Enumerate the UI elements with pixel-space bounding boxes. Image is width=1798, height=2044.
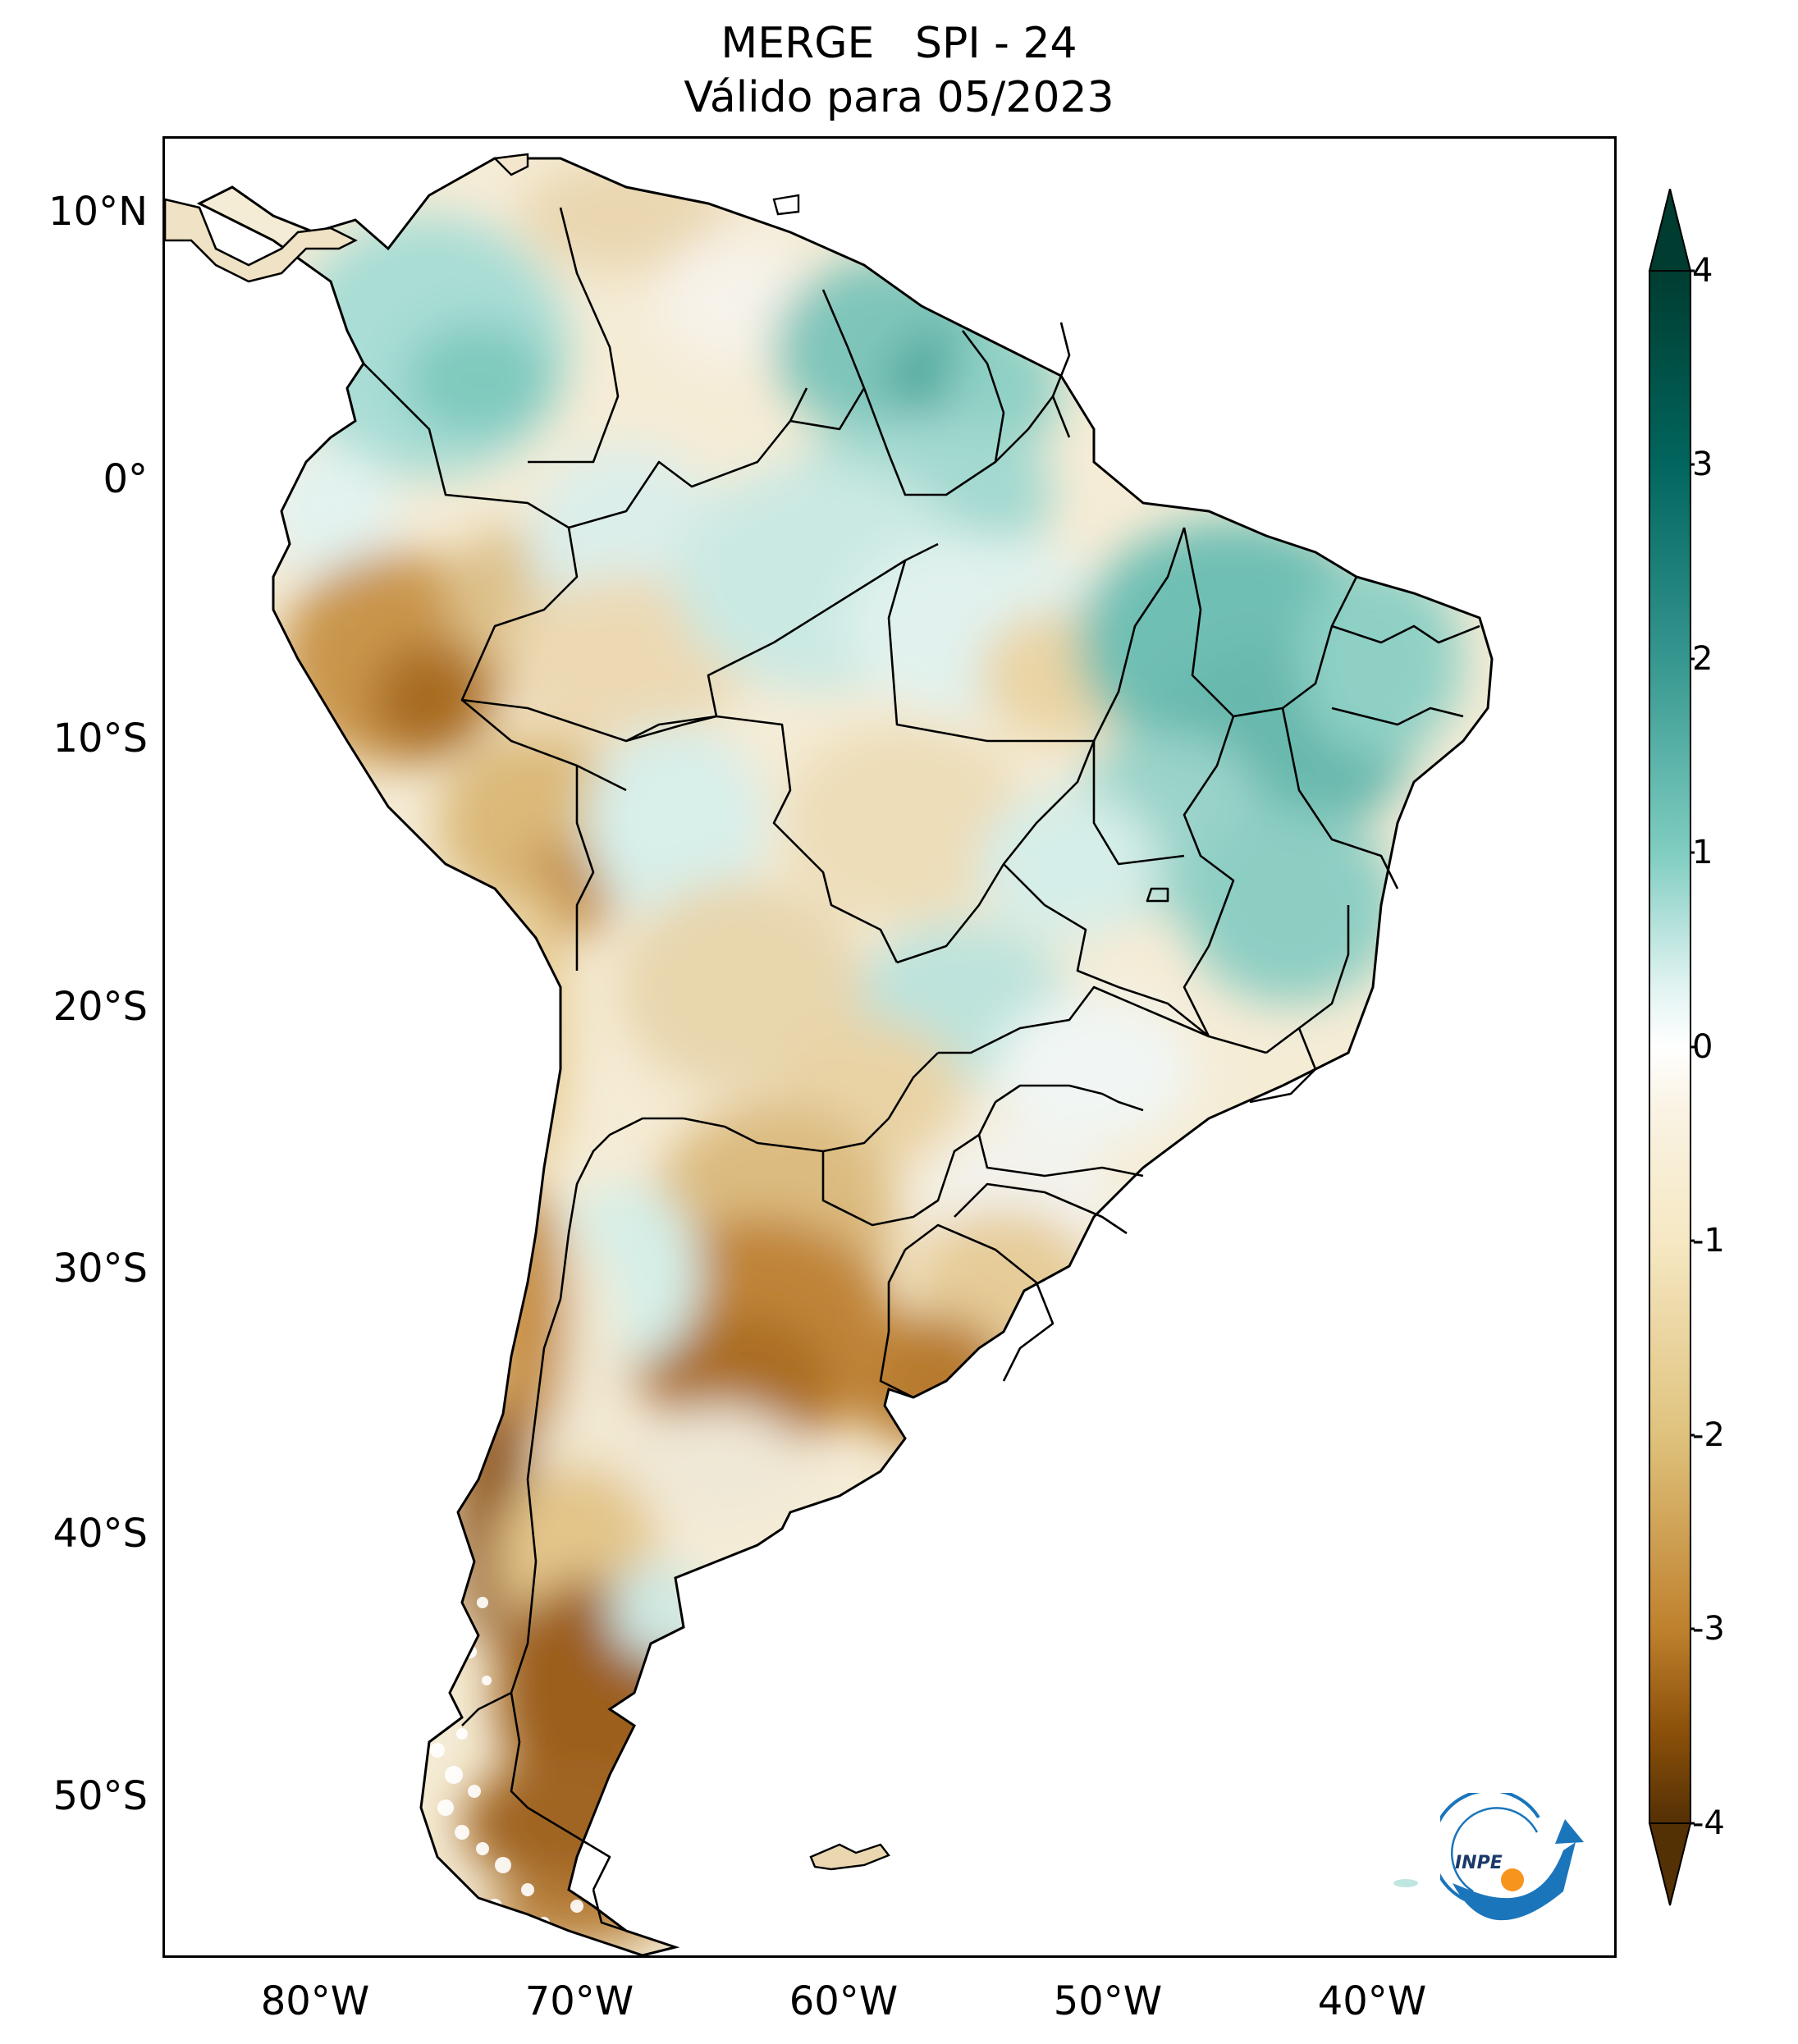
inpe-logo-text: INPE (1455, 1853, 1503, 1873)
spi-field (199, 158, 1492, 1955)
title-line-2: Válido para 05/2023 (684, 73, 1114, 122)
map-title: MERGE SPI - 24 Válido para 05/2023 (0, 16, 1798, 125)
colorbar-tick-2: 2 (1692, 640, 1713, 678)
lat-label-30s: 30°S (53, 1246, 148, 1292)
map-panel (162, 136, 1617, 1958)
lat-label-10n: 10°N (48, 189, 148, 235)
lon-label-80w: 80°W (260, 1978, 370, 2024)
lon-label-50w: 50°W (1053, 1978, 1163, 2024)
borders (363, 207, 1480, 1932)
island-caribbean (772, 194, 800, 216)
lat-label-10s: 10°S (53, 716, 148, 761)
central-america (165, 198, 358, 283)
lat-label-50s: 50°S (53, 1773, 148, 1819)
island-south-georgia (1393, 1879, 1418, 1887)
colorbar-tick-minus-3: -3 (1692, 1610, 1725, 1648)
colorbar-tick-minus-4: -4 (1692, 1804, 1725, 1842)
colorbar (1648, 189, 1695, 1906)
colorbar-tick-4: 4 (1692, 252, 1713, 290)
falkland-islands (809, 1843, 890, 1871)
colorbar-tick-minus-1: -1 (1692, 1222, 1725, 1260)
south-america-spi-map (165, 153, 1494, 1955)
lat-label-0: 0° (103, 456, 148, 502)
lon-label-60w: 60°W (789, 1978, 899, 2024)
title-line-1: MERGE SPI - 24 (721, 19, 1077, 68)
colorbar-tick-1: 1 (1692, 834, 1713, 871)
lat-label-20s: 20°S (53, 984, 148, 1030)
lon-label-40w: 40°W (1317, 1978, 1427, 2024)
inpe-logo: INPE (1440, 1793, 1584, 1921)
colorbar-tick-minus-2: -2 (1692, 1416, 1725, 1454)
lat-label-40s: 40°S (53, 1511, 148, 1557)
lon-label-70w: 70°W (524, 1978, 634, 2024)
colorbar-tick-3: 3 (1692, 446, 1713, 483)
island-trinidad (492, 153, 529, 176)
colorbar-tick-0: 0 (1692, 1028, 1713, 1066)
